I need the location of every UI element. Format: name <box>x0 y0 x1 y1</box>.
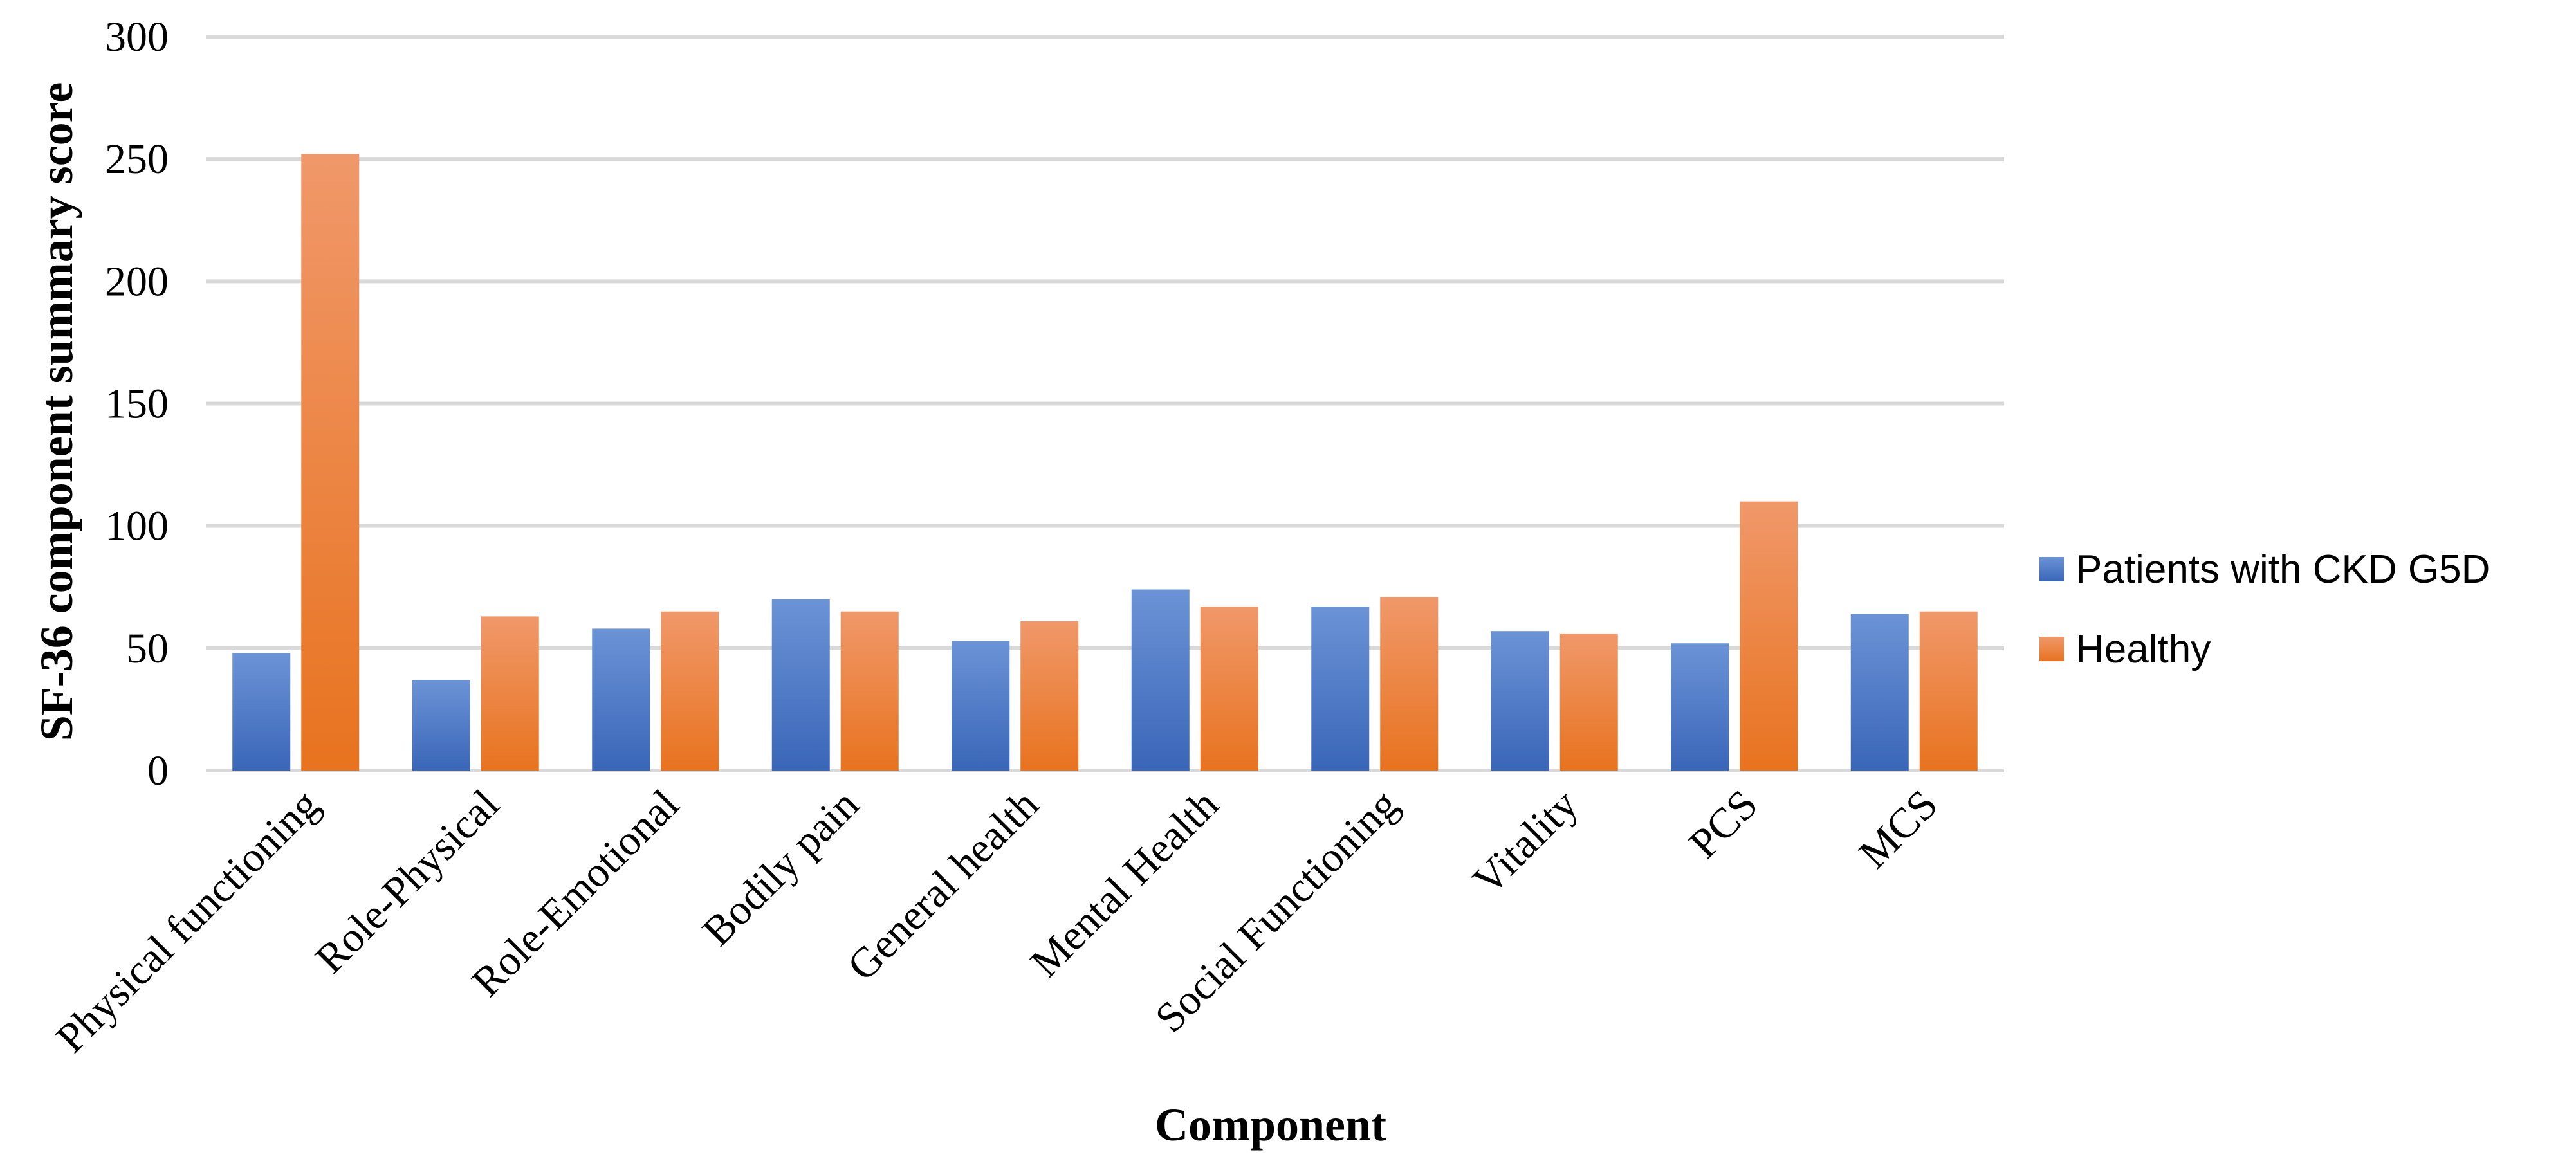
bar-patients-3 <box>771 599 830 771</box>
bar-patients-1 <box>412 680 470 771</box>
x-tick-labels: Physical functioningRole-PhysicalRole-Em… <box>48 781 1947 1062</box>
legend-swatch <box>2039 637 2064 661</box>
y-tick-label: 200 <box>105 258 169 305</box>
legend-label: Patients with CKD G5D <box>2075 547 2490 592</box>
bar-patients-6 <box>1311 607 1370 771</box>
gridlines <box>206 35 2004 772</box>
y-tick-label: 250 <box>105 136 169 183</box>
x-tick-label: PCS <box>1680 781 1767 868</box>
legend-label: Healthy <box>2075 627 2211 671</box>
bar-patients-5 <box>1131 589 1190 771</box>
bar-patients-4 <box>952 641 1010 771</box>
bar-patients-0 <box>232 653 291 771</box>
y-tick-label: 100 <box>105 503 169 550</box>
bar-healthy-3 <box>840 611 899 771</box>
x-tick-label: General health <box>838 781 1047 990</box>
bar-healthy-8 <box>1740 501 1798 771</box>
bar-healthy-0 <box>301 154 360 771</box>
bar-healthy-7 <box>1559 634 1618 771</box>
x-tick-label: Role-Physical <box>306 781 508 982</box>
bar-healthy-1 <box>481 616 539 771</box>
y-tick-labels: 0 50 100 150 200 250 300 <box>105 14 169 794</box>
x-axis-title: Component <box>1155 1099 1386 1151</box>
legend: Patients with CKD G5D Healthy <box>2039 547 2490 671</box>
x-tick-label: Physical functioning <box>48 781 329 1062</box>
y-tick-label: 0 <box>147 747 169 794</box>
bar-healthy-5 <box>1200 607 1258 771</box>
y-tick-label: 150 <box>105 381 169 428</box>
y-tick-label: 50 <box>126 625 169 672</box>
bars <box>232 154 1978 771</box>
x-tick-label: Bodily pain <box>694 781 868 955</box>
bar-healthy-6 <box>1380 596 1439 771</box>
bar-patients-7 <box>1491 631 1549 771</box>
bar-patients-9 <box>1850 614 1909 771</box>
x-tick-label: Vitality <box>1464 781 1587 904</box>
y-tick-label: 300 <box>105 14 169 60</box>
bar-healthy-2 <box>661 611 719 771</box>
bar-patients-2 <box>592 628 650 771</box>
bar-patients-8 <box>1671 643 1729 771</box>
y-axis-title: SF-36 component summary score <box>31 82 82 742</box>
bar-healthy-4 <box>1020 621 1079 771</box>
x-tick-label: MCS <box>1850 781 1947 877</box>
legend-swatch <box>2039 557 2064 581</box>
bar-healthy-9 <box>1919 611 1978 771</box>
x-tick-label: Mental Health <box>1022 781 1228 987</box>
